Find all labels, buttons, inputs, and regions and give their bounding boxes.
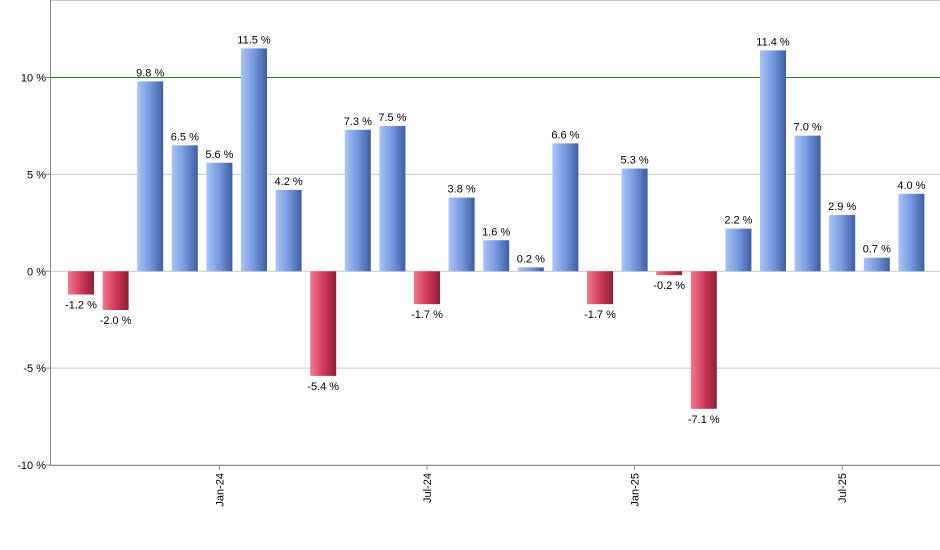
data-label-6: 4.2 % [275, 176, 303, 188]
x-tick-label-3: Jul-25 [837, 473, 849, 503]
bar-1 [102, 271, 129, 310]
bar-17 [656, 271, 683, 276]
bar-12 [483, 240, 510, 272]
data-label-18: -7.1 % [688, 414, 720, 426]
data-label-7: -5.4 % [307, 381, 339, 393]
bar-5 [241, 48, 267, 272]
data-label-22: 2.9 % [828, 201, 856, 213]
y-tick-label-3: -5 % [23, 363, 46, 375]
x-tick-label-1: Jul-24 [422, 473, 434, 503]
data-label-15: -1.7 % [584, 309, 616, 321]
axes: 10 % 5 % 0 % -5 % -10 % Jan-24 Jul-24 Jan-25 Jul… [17, 0, 940, 507]
data-label-9: 7.5 % [378, 112, 406, 124]
bar-8 [344, 129, 371, 272]
bar-20 [760, 50, 786, 272]
data-label-8: 7.3 % [344, 116, 372, 128]
data-label-17: -0.2 % [653, 280, 685, 292]
data-label-3: 6.5 % [171, 131, 199, 143]
bar-4 [206, 162, 233, 272]
bars [68, 48, 925, 409]
y-tick-label-4: -10 % [17, 460, 46, 472]
bar-16 [621, 168, 648, 272]
bar-15 [587, 271, 613, 305]
y-tick-label-0: 10 % [21, 73, 46, 85]
data-label-13: 0.2 % [517, 253, 545, 265]
data-label-5: 11.5 % [237, 34, 271, 46]
y-tick-label-2: 0 % [27, 266, 46, 278]
y-tick-label-1: 5 % [27, 169, 46, 181]
data-label-24: 4.0 % [897, 180, 925, 192]
x-tick-label-0: Jan-24 [214, 473, 226, 507]
x-tick-label-2: Jan-25 [630, 473, 642, 507]
bar-22 [829, 215, 856, 272]
data-label-10: -1.7 % [411, 309, 443, 321]
data-labels: -1.2 %-2.0 % 9.8 % 6.5 % 5.6 % 11.5 % 4.2 % -5… [65, 34, 926, 425]
bar-21 [794, 135, 821, 272]
data-label-0: -1.2 % [65, 300, 97, 312]
bar-6 [275, 189, 302, 272]
data-label-20: 11.4 % [756, 36, 790, 48]
bar-19 [725, 228, 752, 272]
bar-0 [68, 271, 94, 295]
data-label-11: 3.8 % [448, 184, 476, 196]
data-label-1: -2.0 % [100, 315, 132, 327]
data-label-12: 1.6 % [482, 226, 510, 238]
bar-13 [517, 267, 544, 272]
bar-10 [414, 271, 440, 305]
bar-24 [898, 193, 925, 272]
data-label-21: 7.0 % [794, 122, 822, 134]
data-label-19: 2.2 % [724, 215, 752, 227]
data-label-2: 9.8 % [136, 67, 164, 79]
bar-14 [552, 143, 579, 272]
data-label-16: 5.3 % [621, 155, 649, 167]
bar-11 [448, 197, 475, 272]
bar-18 [690, 271, 717, 409]
bar-2 [137, 81, 164, 272]
bar-3 [171, 145, 198, 272]
bar-7 [310, 271, 337, 376]
bar-9 [379, 125, 406, 272]
data-label-23: 0.7 % [863, 244, 891, 256]
bar-23 [863, 257, 890, 272]
data-label-4: 5.6 % [205, 149, 233, 161]
data-label-14: 6.6 % [551, 129, 579, 141]
